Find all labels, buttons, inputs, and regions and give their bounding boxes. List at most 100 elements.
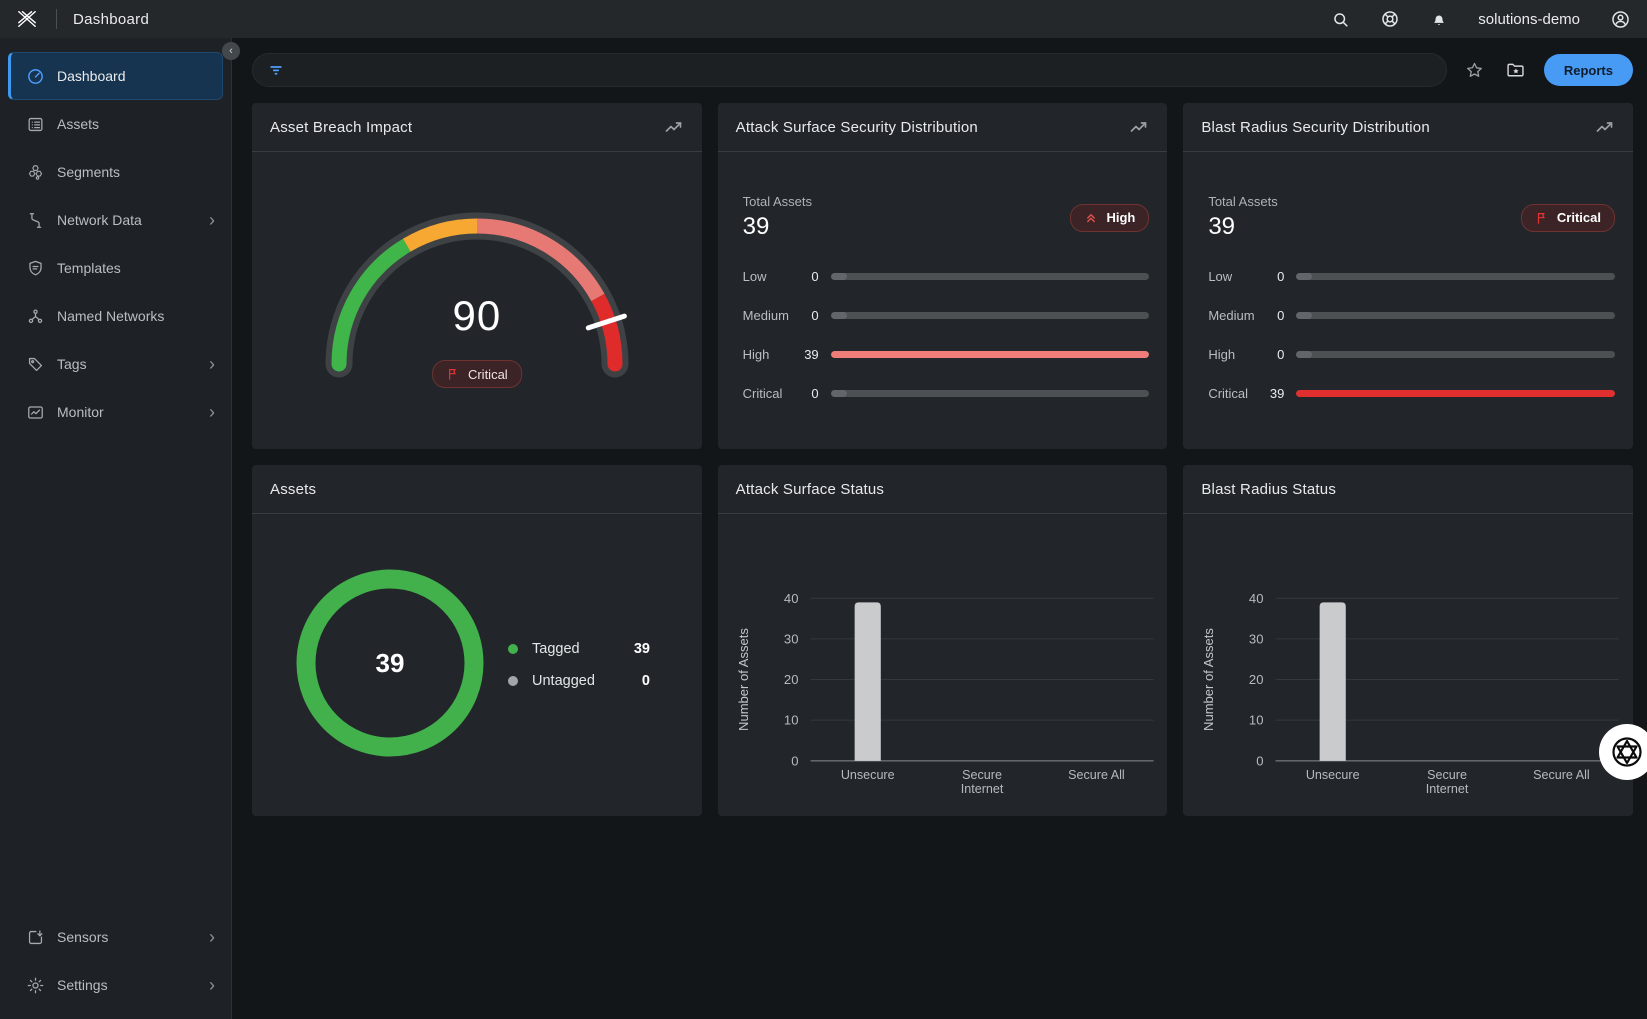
saved-filters-folder-icon[interactable]	[1503, 57, 1529, 83]
topbar-divider	[56, 9, 57, 29]
flag-icon	[448, 369, 456, 380]
sidebar-item-dashboard[interactable]: Dashboard	[8, 52, 223, 100]
svg-text:40: 40	[1249, 591, 1264, 606]
svg-text:20: 20	[1249, 672, 1264, 687]
sidebar-collapse-button[interactable]: ‹	[222, 42, 240, 60]
dashboard-gauge-icon	[25, 66, 45, 86]
gauge-value: 90	[452, 292, 502, 339]
main-content: Reports Asset Breach Impact 90	[233, 38, 1647, 1019]
sidebar: Dashboard Assets Segments Network D	[0, 38, 232, 1019]
tag-icon	[25, 354, 45, 374]
double-chevron-up-icon	[1087, 213, 1096, 222]
card-attack-surface-status: Attack Surface Status 0 10 20 30 40 Unsecure S…	[717, 465, 1168, 816]
severity-badge-critical: Critical	[1520, 203, 1615, 232]
svg-text:Number of Assets: Number of Assets	[1201, 628, 1216, 731]
account-name[interactable]: solutions-demo	[1478, 10, 1580, 28]
svg-text:30: 30	[784, 631, 799, 646]
svg-text:30: 30	[1249, 631, 1264, 646]
templates-shield-icon	[25, 258, 45, 278]
distribution-row-high: High 39	[736, 347, 1150, 362]
sidebar-item-assets[interactable]: Assets	[0, 100, 231, 148]
sidebar-item-label: Network Data	[57, 212, 142, 228]
trend-icon[interactable]	[1595, 117, 1615, 137]
svg-text:0: 0	[1257, 753, 1264, 768]
attack-surface-status-chart: 0 10 20 30 40 Unsecure Secure Internet Secure Al…	[718, 514, 1168, 816]
assets-list-icon	[25, 114, 45, 134]
sidebar-item-label: Templates	[57, 260, 121, 276]
distribution-row-low: Low 0	[736, 269, 1150, 284]
account-avatar-icon[interactable]	[1610, 9, 1631, 30]
sidebar-item-settings[interactable]: Settings ›	[0, 961, 231, 1009]
svg-text:10: 10	[784, 713, 799, 728]
distribution-row-medium: Medium 0	[1201, 308, 1615, 323]
trend-icon[interactable]	[1129, 117, 1149, 137]
distribution-row-high: High 0	[1201, 347, 1615, 362]
card-title: Attack Surface Security Distribution	[735, 118, 978, 136]
filter-bar: Reports	[252, 53, 1633, 87]
sidebar-bottom-group: Sensors › Settings ›	[0, 913, 231, 1009]
sidebar-item-sensors[interactable]: Sensors ›	[0, 913, 231, 961]
chevron-right-icon: ›	[209, 210, 215, 230]
distribution-row-critical: Critical 0	[736, 386, 1150, 401]
distribution-row-critical: Critical 39	[1201, 386, 1615, 401]
filter-input-pill[interactable]	[252, 53, 1447, 87]
assistant-logo-icon	[1612, 737, 1642, 767]
distribution-row-low: Low 0	[1201, 269, 1615, 284]
app-logo-x-icon[interactable]	[14, 8, 40, 30]
total-assets-value: 39	[1208, 213, 1236, 240]
notifications-bell-icon[interactable]	[1430, 10, 1448, 29]
segments-honeycomb-icon	[25, 162, 45, 182]
named-networks-nodes-icon	[25, 306, 45, 326]
filter-input[interactable]	[295, 61, 1432, 79]
svg-text:39: 39	[376, 648, 405, 678]
svg-text:Internet: Internet	[1426, 782, 1469, 796]
card-blast-radius-distribution: Blast Radius Security Distribution Total…	[1183, 103, 1633, 449]
svg-text:Internet: Internet	[960, 782, 1003, 796]
blast-radius-status-chart: 0 10 20 30 40 Unsecure Secure Internet Secure Al…	[1183, 514, 1633, 816]
page-title: Dashboard	[73, 10, 150, 28]
svg-text:10: 10	[1249, 713, 1264, 728]
card-title: Blast Radius Status	[1201, 480, 1337, 498]
sidebar-item-label: Monitor	[57, 404, 104, 420]
sidebar-item-label: Tags	[57, 356, 87, 372]
flag-icon	[1537, 212, 1545, 224]
card-title: Assets	[270, 480, 317, 498]
svg-text:0: 0	[791, 753, 798, 768]
sidebar-item-label: Segments	[57, 164, 121, 180]
svg-text:Secure: Secure	[962, 768, 1002, 782]
chevron-right-icon: ›	[209, 354, 215, 374]
sidebar-item-templates[interactable]: Templates	[0, 244, 231, 292]
card-title: Blast Radius Security Distribution	[1201, 118, 1430, 136]
search-icon[interactable]	[1331, 10, 1350, 29]
monitor-chart-icon	[25, 402, 45, 422]
asset-breach-gauge-chart	[252, 152, 702, 382]
distribution-row-medium: Medium 0	[736, 308, 1150, 323]
trend-icon[interactable]	[664, 117, 684, 137]
legend-dot	[508, 676, 518, 686]
attack-surface-distribution-chart: Total Assets 39 High Low 0	[718, 152, 1168, 449]
sidebar-item-tags[interactable]: Tags ›	[0, 340, 231, 388]
donut-legend: Tagged 39 Untagged 0	[508, 635, 650, 695]
card-asset-breach-impact: Asset Breach Impact 90 Critical	[252, 103, 702, 449]
card-blast-radius-status: Blast Radius Status 0 10 20 30 40 Unsecure Sec…	[1183, 465, 1633, 816]
sidebar-item-monitor[interactable]: Monitor ›	[0, 388, 231, 436]
svg-text:Secure All: Secure All	[1533, 768, 1590, 782]
network-data-cable-icon	[25, 210, 45, 230]
svg-text:40: 40	[784, 591, 799, 606]
sidebar-item-label: Named Networks	[57, 308, 165, 324]
card-attack-surface-distribution: Attack Surface Security Distribution Tot…	[717, 103, 1168, 449]
legend-row-tagged: Tagged 39	[508, 635, 650, 663]
sidebar-item-named-networks[interactable]: Named Networks	[0, 292, 231, 340]
sidebar-item-segments[interactable]: Segments	[0, 148, 231, 196]
chevron-right-icon: ›	[209, 975, 215, 995]
chevron-right-icon: ›	[209, 927, 215, 947]
reports-button[interactable]: Reports	[1543, 54, 1633, 86]
help-lifebuoy-icon[interactable]	[1380, 9, 1400, 29]
floating-assistant-widget[interactable]	[1599, 724, 1647, 780]
favorite-star-icon[interactable]	[1462, 57, 1488, 83]
card-title: Attack Surface Status	[735, 480, 885, 498]
sidebar-item-network-data[interactable]: Network Data ›	[0, 196, 231, 244]
assets-donut-chart: 39	[290, 563, 490, 768]
legend-dot	[508, 644, 518, 654]
